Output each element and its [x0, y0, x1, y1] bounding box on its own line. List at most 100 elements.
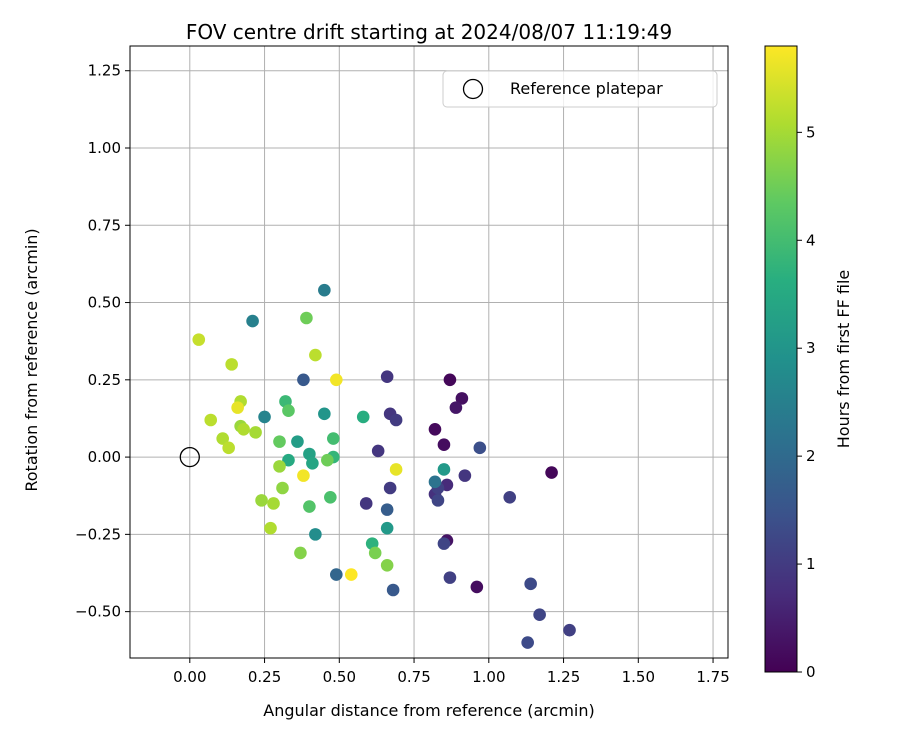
data-point-0: [443, 373, 457, 387]
chart-title: FOV centre drift starting at 2024/08/07 …: [186, 20, 672, 44]
data-point-41: [306, 456, 319, 470]
y-tick-label-3: 0.25: [88, 371, 121, 389]
data-point-35: [309, 528, 322, 541]
y-tick-label-4: 0.50: [88, 294, 121, 312]
data-point-53: [300, 311, 313, 325]
data-point-72: [231, 401, 244, 414]
data-point-14: [359, 497, 373, 510]
data-point-51: [273, 435, 286, 448]
grid-lines: [130, 46, 728, 658]
data-point-56: [294, 546, 307, 560]
data-point-31: [428, 475, 442, 489]
data-point-30: [297, 373, 310, 387]
plot-area-frame: [129, 45, 729, 659]
data-point-26: [521, 636, 534, 649]
data-point-3: [428, 422, 442, 436]
data-point-52: [321, 453, 334, 467]
data-point-59: [255, 494, 268, 507]
colorbar-tick-label-4: 4: [806, 231, 816, 249]
colorbar-gradient: [764, 45, 798, 673]
colorbar-tick-label-2: 2: [806, 447, 816, 465]
data-point-75: [389, 463, 403, 476]
data-point-42: [282, 453, 295, 467]
data-point-36: [318, 407, 331, 421]
data-point-63: [249, 426, 262, 439]
data-point-70: [222, 441, 235, 455]
colorbar-tick-label-5: 5: [806, 123, 816, 141]
legend-reference-marker: [462, 78, 484, 100]
data-point-74: [330, 373, 343, 387]
data-point-39: [291, 435, 304, 448]
data-point-24: [533, 608, 546, 622]
data-point-73: [297, 469, 310, 482]
data-point-15: [383, 481, 397, 495]
data-point-10: [380, 370, 394, 384]
reference-platepar-marker: [179, 446, 200, 468]
data-point-25: [563, 623, 576, 637]
colorbar-tick-label-3: 3: [806, 339, 816, 357]
data-point-28: [380, 503, 394, 516]
x-axis-ticks: 0.00 0.25 0.50 0.75 1.00 1.25 1.50 1.75: [173, 658, 730, 686]
data-point-68: [204, 413, 218, 427]
data-point-5: [545, 466, 558, 479]
data-point-33: [246, 314, 259, 328]
x-tick-label-3: 0.75: [397, 668, 430, 686]
x-tick-label-4: 1.00: [472, 668, 505, 686]
data-points: [192, 283, 576, 649]
legend: Reference platepar: [442, 70, 718, 108]
x-tick-label-2: 0.50: [323, 668, 356, 686]
x-tick-label-1: 0.25: [248, 668, 281, 686]
data-point-22: [503, 490, 517, 504]
colorbar: 0 1 2 3 4 5 Hours from first FF file: [764, 45, 853, 681]
data-point-67: [225, 358, 238, 371]
data-point-1: [455, 392, 469, 405]
reference-marker-layer: [179, 446, 200, 468]
data-point-23: [524, 577, 537, 591]
data-point-34: [258, 410, 271, 424]
data-point-21: [473, 441, 487, 455]
data-point-55: [380, 558, 394, 572]
y-tick-label-0: −0.50: [75, 603, 121, 621]
data-point-37: [437, 463, 451, 476]
data-point-49: [303, 500, 316, 513]
x-tick-label-0: 0.00: [173, 668, 206, 686]
data-point-6: [470, 580, 484, 594]
y-tick-label-2: 0.00: [88, 448, 121, 466]
data-point-12: [389, 413, 403, 427]
x-tick-label-6: 1.50: [622, 668, 655, 686]
y-tick-label-7: 1.25: [88, 62, 121, 80]
x-tick-label-7: 1.75: [696, 668, 729, 686]
y-tick-label-1: −0.25: [75, 525, 121, 543]
data-point-27: [386, 583, 400, 597]
data-point-29: [330, 568, 343, 581]
data-point-20: [443, 571, 457, 584]
data-point-64: [264, 521, 277, 535]
colorbar-label: Hours from first FF file: [834, 270, 853, 449]
data-point-19: [437, 537, 451, 550]
data-point-58: [273, 460, 286, 473]
data-point-43: [356, 410, 370, 424]
data-point-54: [368, 546, 382, 560]
colorbar-tick-label-0: 0: [806, 663, 816, 681]
y-tick-label-5: 0.75: [88, 216, 121, 234]
data-point-48: [324, 490, 337, 504]
data-point-50: [282, 404, 295, 418]
data-point-62: [237, 422, 250, 436]
data-point-71: [192, 333, 206, 346]
data-point-69: [216, 432, 229, 445]
data-point-65: [309, 348, 322, 362]
data-point-76: [344, 568, 358, 581]
x-axis-label: Angular distance from reference (arcmin): [263, 701, 594, 720]
data-point-4: [437, 438, 451, 452]
x-tick-label-5: 1.25: [547, 668, 580, 686]
data-point-60: [267, 497, 280, 510]
y-tick-label-6: 1.00: [88, 139, 121, 157]
data-point-2: [449, 401, 463, 414]
colorbar-ticks: 0 1 2 3 4 5: [797, 123, 816, 681]
y-axis-ticks: −0.50 −0.25 0.00 0.25 0.50 0.75 1.00 1.25: [75, 62, 130, 621]
data-point-57: [276, 481, 289, 495]
data-point-38: [380, 521, 394, 535]
data-point-18: [431, 494, 445, 507]
